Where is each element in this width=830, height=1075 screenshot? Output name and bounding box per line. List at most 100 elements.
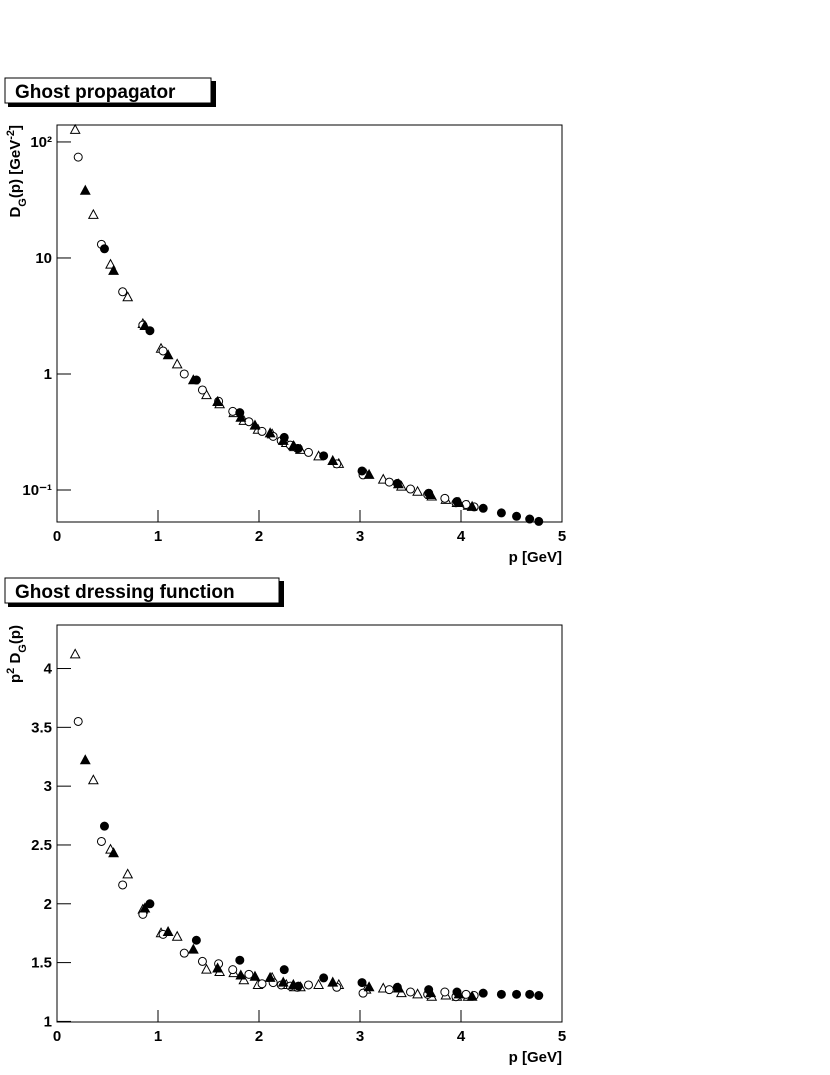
y-label-superscript: -2 xyxy=(5,130,17,140)
data-point xyxy=(79,184,91,195)
data-point xyxy=(69,648,81,659)
data-point xyxy=(264,971,276,982)
y-label-part: p xyxy=(7,674,24,683)
x-axis-label: p [GeV] xyxy=(509,549,562,566)
title-box xyxy=(4,577,280,604)
data-point xyxy=(319,973,329,983)
data-point xyxy=(412,485,424,496)
data-point xyxy=(525,514,535,524)
data-point xyxy=(87,774,99,785)
data-point xyxy=(171,358,183,369)
data-point xyxy=(478,503,488,513)
y-tick-label: 4 xyxy=(44,661,53,678)
data-point xyxy=(319,451,329,461)
data-point xyxy=(187,943,199,954)
chart-title: Ghost dressing function xyxy=(15,582,235,603)
data-point xyxy=(363,981,375,992)
data-point xyxy=(534,991,544,1001)
data-point xyxy=(235,955,245,965)
data-point xyxy=(287,440,299,451)
data-point xyxy=(392,982,404,993)
data-point xyxy=(440,493,450,503)
data-point xyxy=(197,956,207,966)
y-label-part: (p) xyxy=(7,625,24,644)
data-point xyxy=(412,988,424,999)
x-tick-label: 0 xyxy=(53,528,61,545)
y-tick-label: 1.5 xyxy=(31,955,52,972)
data-point xyxy=(96,836,106,846)
data-point xyxy=(466,990,478,1001)
y-tick-label: 3.5 xyxy=(31,719,52,736)
data-point xyxy=(122,868,134,879)
data-point xyxy=(87,208,99,219)
data-point xyxy=(99,244,109,254)
data-point xyxy=(118,287,128,297)
data-point xyxy=(327,454,339,465)
data-point xyxy=(139,902,151,913)
y-axis-label: p2 DG(p) xyxy=(5,625,29,683)
x-tick-label: 5 xyxy=(558,1028,566,1045)
x-tick-label: 1 xyxy=(154,528,162,545)
y-label-superscript: 2 xyxy=(5,668,17,674)
data-point xyxy=(406,484,415,494)
panel-0: Ghost propagator p [GeV] DG(p) [GeV-2] 0… xyxy=(4,77,566,566)
data-point xyxy=(228,965,238,975)
data-point xyxy=(425,488,437,499)
data-point xyxy=(105,258,116,269)
data-point xyxy=(303,980,313,990)
data-point xyxy=(235,411,247,422)
data-point xyxy=(466,500,478,511)
data-point xyxy=(279,965,289,975)
y-axis-label: DG(p) [GeV-2] xyxy=(5,125,29,218)
data-point xyxy=(287,978,299,989)
data-point xyxy=(139,319,151,331)
data-point xyxy=(73,716,83,726)
data-point xyxy=(244,969,254,979)
data-point xyxy=(79,754,91,765)
data-point xyxy=(363,468,375,479)
y-label-part: D xyxy=(7,653,24,668)
y-tick-label: 1 xyxy=(44,1013,52,1030)
data-point xyxy=(201,389,212,400)
data-point xyxy=(384,477,394,487)
chart-title: Ghost propagator xyxy=(15,82,176,103)
data-point xyxy=(357,466,367,476)
data-point xyxy=(406,987,415,997)
data-point xyxy=(171,930,183,941)
y-tick-label: 10⁻¹ xyxy=(22,482,52,499)
panel-1: Ghost dressing function p [GeV] p2 DG(p)… xyxy=(4,577,566,1066)
data-point xyxy=(69,123,81,134)
data-point xyxy=(249,970,261,981)
data-point xyxy=(534,516,544,526)
y-label-part: (p) [GeV xyxy=(7,140,24,198)
data-point xyxy=(179,369,189,379)
data-point xyxy=(264,427,276,438)
data-point xyxy=(187,374,199,385)
data-point xyxy=(525,989,535,999)
x-tick-label: 4 xyxy=(457,528,466,545)
data-point xyxy=(73,152,83,162)
data-point xyxy=(108,264,119,275)
y-tick-label: 10 xyxy=(35,250,52,267)
data-point xyxy=(303,447,313,457)
data-point xyxy=(249,419,261,430)
data-point xyxy=(440,987,450,997)
data-point xyxy=(191,935,201,945)
title-box xyxy=(4,77,212,104)
x-tick-label: 3 xyxy=(356,528,364,545)
data-point xyxy=(277,434,289,445)
data-point xyxy=(118,880,128,890)
x-tick-label: 3 xyxy=(356,1028,364,1045)
x-tick-label: 5 xyxy=(558,528,566,545)
y-tick-label: 10² xyxy=(30,134,52,151)
data-point xyxy=(277,976,289,987)
y-tick-label: 1 xyxy=(44,366,52,383)
data-point xyxy=(122,291,134,302)
data-point xyxy=(201,963,212,974)
data-point xyxy=(212,395,224,406)
data-point xyxy=(162,349,174,360)
data-point xyxy=(179,948,189,958)
data-point xyxy=(145,899,155,909)
